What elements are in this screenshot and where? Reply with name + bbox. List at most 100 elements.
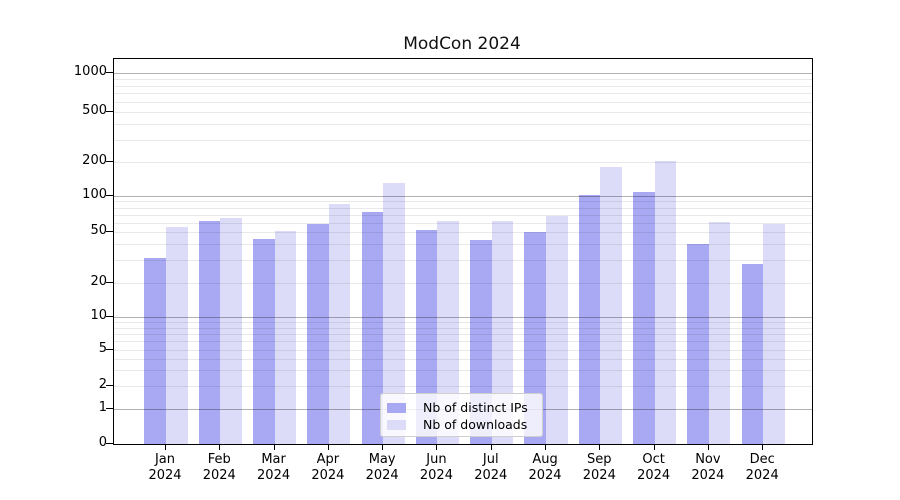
x-axis-tick-label: Dec 2024 — [745, 452, 779, 483]
minor-gridline — [114, 333, 812, 335]
bar-distinct-ips-sep — [578, 195, 601, 444]
y-axis-tick-mark — [106, 194, 113, 196]
minor-gridline — [114, 93, 812, 95]
bar-downloads-sep — [600, 167, 622, 444]
y-axis-tick-mark — [106, 443, 113, 444]
major-gridline — [114, 195, 812, 197]
x-axis-tick-label: May 2024 — [365, 452, 399, 483]
bar-downloads-nov — [708, 221, 731, 444]
bar-downloads-jul — [491, 220, 514, 444]
legend-swatch-downloads — [387, 419, 406, 430]
bar-downloads-jun — [437, 220, 460, 444]
minor-gridline — [114, 282, 812, 284]
y-axis-tick-label: 200 — [82, 152, 107, 168]
legend-item-downloads: Nb of downloads — [387, 416, 536, 433]
minor-gridline — [114, 350, 812, 352]
x-axis-tick-mark — [327, 444, 329, 450]
minor-gridline — [114, 321, 812, 323]
x-axis-tick-label: Jan 2024 — [148, 452, 182, 483]
x-axis-tick-label: Feb 2024 — [202, 452, 236, 483]
x-axis-tick-mark — [436, 444, 438, 450]
bar-distinct-ips-jun — [415, 229, 438, 444]
minor-gridline — [114, 201, 812, 203]
bar-distinct-ips-nov — [687, 244, 709, 444]
major-gridline — [114, 73, 812, 74]
y-axis-tick-mark — [106, 281, 113, 283]
x-axis-tick-mark — [653, 444, 655, 450]
bar-downloads-oct — [654, 160, 677, 444]
x-axis-tick-mark — [707, 444, 709, 450]
y-axis-tick-label: 5 — [98, 341, 107, 357]
y-axis-tick-label: 50 — [90, 223, 107, 239]
bar-downloads-mar — [274, 231, 297, 444]
minor-gridline — [114, 214, 812, 216]
x-axis-tick-label: Jul 2024 — [474, 452, 508, 483]
y-axis-tick-mark — [106, 349, 113, 351]
x-axis-tick-mark — [165, 444, 166, 450]
y-axis-tick-mark — [106, 315, 113, 317]
minor-gridline — [114, 85, 812, 87]
minor-gridline — [114, 222, 812, 224]
y-axis-tick-label: 0 — [98, 435, 107, 450]
x-axis-tick-mark — [545, 444, 547, 450]
bar-downloads-jan — [166, 227, 188, 444]
y-axis-tick-label: 20 — [90, 273, 107, 289]
y-axis-tick-mark — [106, 231, 113, 233]
bar-distinct-ips-apr — [307, 224, 329, 444]
x-axis-tick-label: Sep 2024 — [582, 452, 616, 483]
x-axis-tick-label: Aug 2024 — [528, 452, 562, 483]
bar-distinct-ips-may — [361, 211, 384, 444]
minor-gridline — [114, 370, 812, 372]
x-axis-tick-label: Mar 2024 — [257, 452, 291, 483]
y-axis-tick-label: 1 — [98, 399, 107, 415]
minor-gridline — [114, 139, 812, 141]
minor-gridline — [114, 359, 812, 361]
x-axis-tick-mark — [219, 444, 221, 450]
x-axis-tick-mark — [599, 444, 601, 450]
plot-area — [113, 58, 813, 445]
x-axis-tick-label: Apr 2024 — [311, 452, 345, 483]
bar-distinct-ips-mar — [252, 239, 275, 444]
minor-gridline — [114, 207, 812, 209]
y-axis-tick-mark — [106, 111, 113, 112]
bar-distinct-ips-feb — [198, 220, 221, 444]
bar-downloads-feb — [220, 218, 242, 444]
minor-gridline — [114, 341, 812, 343]
legend-item-distinct-ips: Nb of distinct IPs — [387, 399, 536, 416]
bar-downloads-aug — [546, 216, 568, 444]
bar-downloads-may — [383, 183, 405, 444]
bar-downloads-dec — [763, 224, 785, 444]
y-axis-tick-label: 2 — [98, 377, 107, 393]
minor-gridline — [114, 101, 812, 103]
legend: Nb of distinct IPs Nb of downloads — [380, 393, 543, 437]
x-axis-tick-mark — [273, 444, 275, 450]
y-axis-tick-mark — [106, 407, 113, 409]
bar-distinct-ips-aug — [524, 232, 547, 444]
chart-title: ModCon 2024 — [403, 34, 521, 54]
bar-distinct-ips-dec — [741, 264, 764, 444]
y-axis-tick-label: 10 — [90, 307, 107, 323]
x-axis-tick-mark — [490, 444, 492, 450]
minor-gridline — [114, 260, 812, 262]
y-axis-tick-mark — [106, 72, 113, 73]
minor-gridline — [114, 386, 812, 388]
x-axis-tick-label: Jun 2024 — [419, 452, 453, 483]
legend-swatch-distinct-ips — [387, 402, 406, 413]
bar-downloads-apr — [328, 204, 351, 444]
y-axis-tick-mark — [106, 385, 113, 387]
y-axis-tick-label: 100 — [82, 186, 107, 202]
x-axis-tick-label: Oct 2024 — [637, 452, 671, 483]
bar-distinct-ips-oct — [633, 192, 655, 444]
x-axis-tick-mark — [762, 444, 764, 450]
minor-gridline — [114, 112, 812, 113]
major-gridline — [114, 316, 812, 318]
minor-gridline — [114, 124, 812, 126]
x-axis-tick-label: Nov 2024 — [691, 452, 725, 483]
minor-gridline — [114, 78, 812, 80]
minor-gridline — [114, 327, 812, 329]
x-axis-tick-mark — [382, 444, 384, 450]
bar-distinct-ips-jan — [144, 258, 166, 444]
minor-gridline — [114, 232, 812, 234]
legend-label-downloads: Nb of downloads — [423, 417, 528, 432]
